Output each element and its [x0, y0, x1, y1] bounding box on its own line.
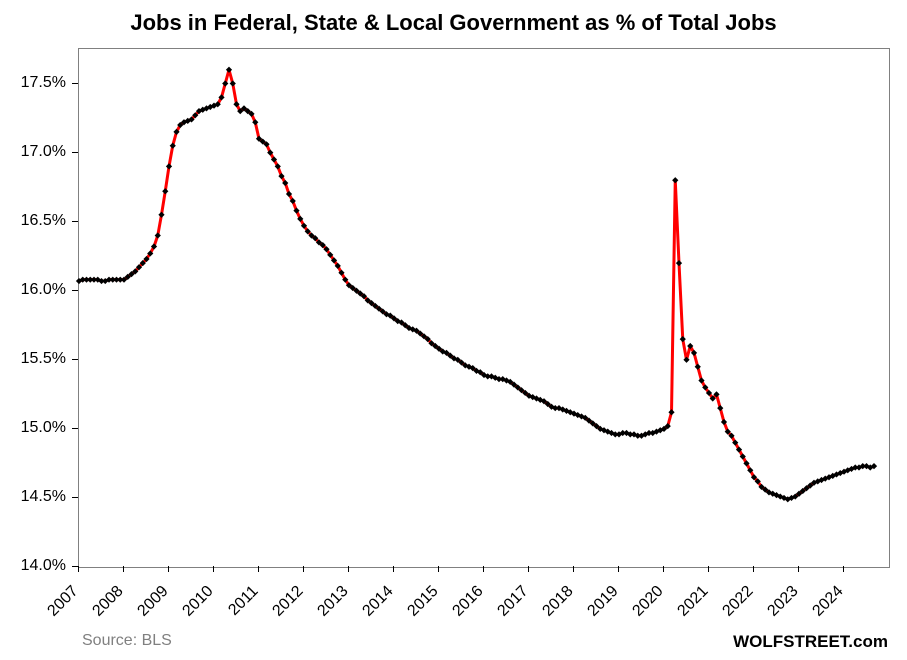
data-marker	[158, 212, 164, 218]
data-marker	[695, 364, 701, 370]
x-axis-label: 2012	[269, 583, 307, 621]
x-axis-label: 2008	[89, 583, 127, 621]
data-marker	[170, 143, 176, 149]
x-axis-label: 2022	[719, 583, 757, 621]
x-tick	[438, 566, 439, 572]
data-marker	[680, 336, 686, 342]
data-marker	[166, 163, 172, 169]
y-axis-label: 17.5%	[0, 74, 76, 92]
x-tick	[843, 566, 844, 572]
x-axis-label: 2015	[404, 583, 442, 621]
x-axis-label: 2011	[225, 583, 262, 620]
x-tick	[708, 566, 709, 572]
y-axis-label: 14.5%	[0, 488, 76, 506]
x-axis-label: 2009	[134, 583, 172, 621]
plot-area	[78, 48, 890, 568]
x-tick	[213, 566, 214, 572]
x-axis-label: 2020	[629, 583, 667, 621]
x-tick	[393, 566, 394, 572]
data-marker	[676, 260, 682, 266]
y-axis-label: 14.0%	[0, 557, 76, 575]
x-tick	[528, 566, 529, 572]
x-tick	[303, 566, 304, 572]
x-axis-label: 2007	[44, 583, 82, 621]
x-tick	[168, 566, 169, 572]
y-axis-label: 17.0%	[0, 143, 76, 161]
source-label: Source: BLS	[82, 632, 172, 650]
x-tick	[258, 566, 259, 572]
chart-title: Jobs in Federal, State & Local Governmen…	[0, 10, 907, 36]
x-tick	[618, 566, 619, 572]
chart-container: Jobs in Federal, State & Local Governmen…	[0, 0, 907, 660]
x-axis-label: 2021	[674, 583, 712, 621]
x-tick	[798, 566, 799, 572]
x-axis-label: 2023	[764, 583, 802, 621]
x-axis-label: 2024	[809, 583, 847, 621]
y-axis-label: 15.5%	[0, 350, 76, 368]
brand-label: WOLFSTREET.com	[733, 632, 888, 652]
chart-svg	[79, 49, 889, 567]
x-tick	[348, 566, 349, 572]
y-axis-label: 16.0%	[0, 281, 76, 299]
x-axis-label: 2013	[314, 583, 352, 621]
y-axis-label: 16.5%	[0, 212, 76, 230]
data-marker	[226, 67, 232, 73]
data-marker	[672, 177, 678, 183]
data-marker	[162, 188, 168, 194]
x-axis-label: 2010	[179, 583, 217, 621]
x-tick	[78, 566, 79, 572]
data-marker	[230, 80, 236, 86]
x-axis-label: 2016	[449, 583, 487, 621]
data-line	[79, 70, 874, 500]
data-marker	[717, 405, 723, 411]
y-axis-label: 15.0%	[0, 419, 76, 437]
data-marker	[668, 409, 674, 415]
x-tick	[663, 566, 664, 572]
x-tick	[753, 566, 754, 572]
x-axis-label: 2014	[359, 583, 397, 621]
x-tick	[123, 566, 124, 572]
data-marker	[683, 357, 689, 363]
x-axis-label: 2018	[539, 583, 577, 621]
x-axis-label: 2019	[584, 583, 622, 621]
x-axis-label: 2017	[494, 583, 532, 621]
x-tick	[483, 566, 484, 572]
x-tick	[573, 566, 574, 572]
data-marker	[222, 80, 228, 86]
